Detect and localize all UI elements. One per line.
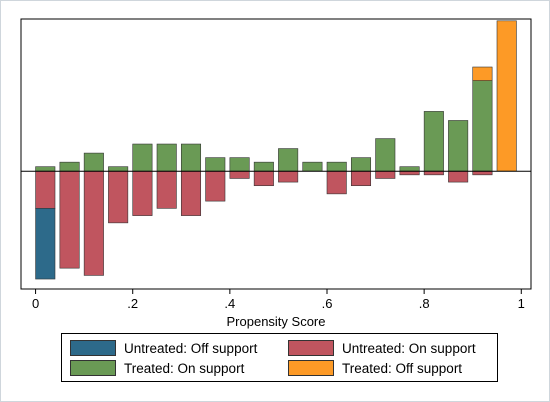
bar-treated-on <box>35 166 56 172</box>
legend-swatch-treated-off <box>288 360 334 376</box>
legend-label-treated-off: Treated: Off support <box>342 360 463 376</box>
propensity-score-chart: 0 .2 .4 .6 .8 1 Propensity Score <box>20 18 532 329</box>
bar-untreated-off <box>35 208 56 280</box>
bar-untreated-on <box>83 170 104 276</box>
legend-item-untreated-off: Untreated: Off support <box>70 339 257 357</box>
bar-untreated-on <box>253 170 274 187</box>
bar-treated-on <box>326 161 347 172</box>
legend-item-untreated-on: Untreated: On support <box>288 339 476 357</box>
bar-treated-on <box>229 157 250 172</box>
bar-treated-on <box>350 157 372 172</box>
bar-untreated-on <box>399 170 420 176</box>
bar-untreated-on <box>423 170 444 176</box>
bar-treated-on <box>423 111 444 172</box>
x-axis-ticks: 0 .2 .4 .6 .8 1 <box>32 289 525 311</box>
bar-untreated-on <box>156 170 177 209</box>
legend-label-untreated-on: Untreated: On support <box>342 340 476 356</box>
legend-swatch-untreated-on <box>288 340 334 356</box>
plot-area <box>20 18 532 290</box>
legend-swatch-untreated-off <box>70 340 116 356</box>
legend-swatch-treated-on <box>70 360 116 376</box>
bar-treated-on <box>59 161 80 172</box>
x-tick-label: .4 <box>224 296 235 311</box>
bar-treated-on <box>180 143 202 172</box>
legend-label-treated-on: Treated: On support <box>124 360 245 376</box>
bar-untreated-on <box>472 170 493 176</box>
x-tick-label: .2 <box>127 296 138 311</box>
legend: Untreated: Off support Untreated: On sup… <box>61 333 498 382</box>
bar-untreated-on <box>35 170 56 209</box>
bar-treated-on <box>253 161 274 172</box>
bar-untreated-on <box>375 170 396 179</box>
x-axis-title: Propensity Score <box>227 314 326 329</box>
legend-item-treated-off: Treated: Off support <box>288 359 462 377</box>
x-tick-label: .8 <box>419 296 430 311</box>
bar-treated-on <box>205 157 226 172</box>
bar-untreated-on <box>132 170 153 216</box>
bar-treated-on <box>399 166 420 172</box>
x-tick-label: 0 <box>32 296 39 311</box>
bar-untreated-on <box>350 170 372 187</box>
bar-untreated-on <box>205 170 226 202</box>
bars-layer <box>35 20 517 280</box>
bar-untreated-on <box>326 170 347 195</box>
x-tick-label: .6 <box>322 296 333 311</box>
bar-treated-off <box>496 20 517 172</box>
bar-untreated-on <box>229 170 250 179</box>
bar-untreated-on <box>448 170 469 183</box>
bar-untreated-on <box>108 170 129 224</box>
x-tick-label: 1 <box>518 296 525 311</box>
bar-treated-on <box>375 138 396 172</box>
bar-treated-on <box>83 152 104 172</box>
bar-treated-on <box>448 120 469 172</box>
bar-untreated-on <box>278 170 299 183</box>
bar-untreated-on <box>180 170 202 216</box>
bar-treated-off <box>472 66 493 81</box>
bar-treated-on <box>156 143 177 172</box>
bar-treated-on <box>302 161 323 172</box>
bar-treated-on <box>278 148 299 172</box>
bar-treated-on <box>108 166 129 172</box>
bar-treated-on <box>132 143 153 172</box>
legend-item-treated-on: Treated: On support <box>70 359 244 377</box>
legend-label-untreated-off: Untreated: Off support <box>124 340 258 356</box>
bar-untreated-on <box>59 170 80 269</box>
bar-treated-on <box>472 80 493 172</box>
